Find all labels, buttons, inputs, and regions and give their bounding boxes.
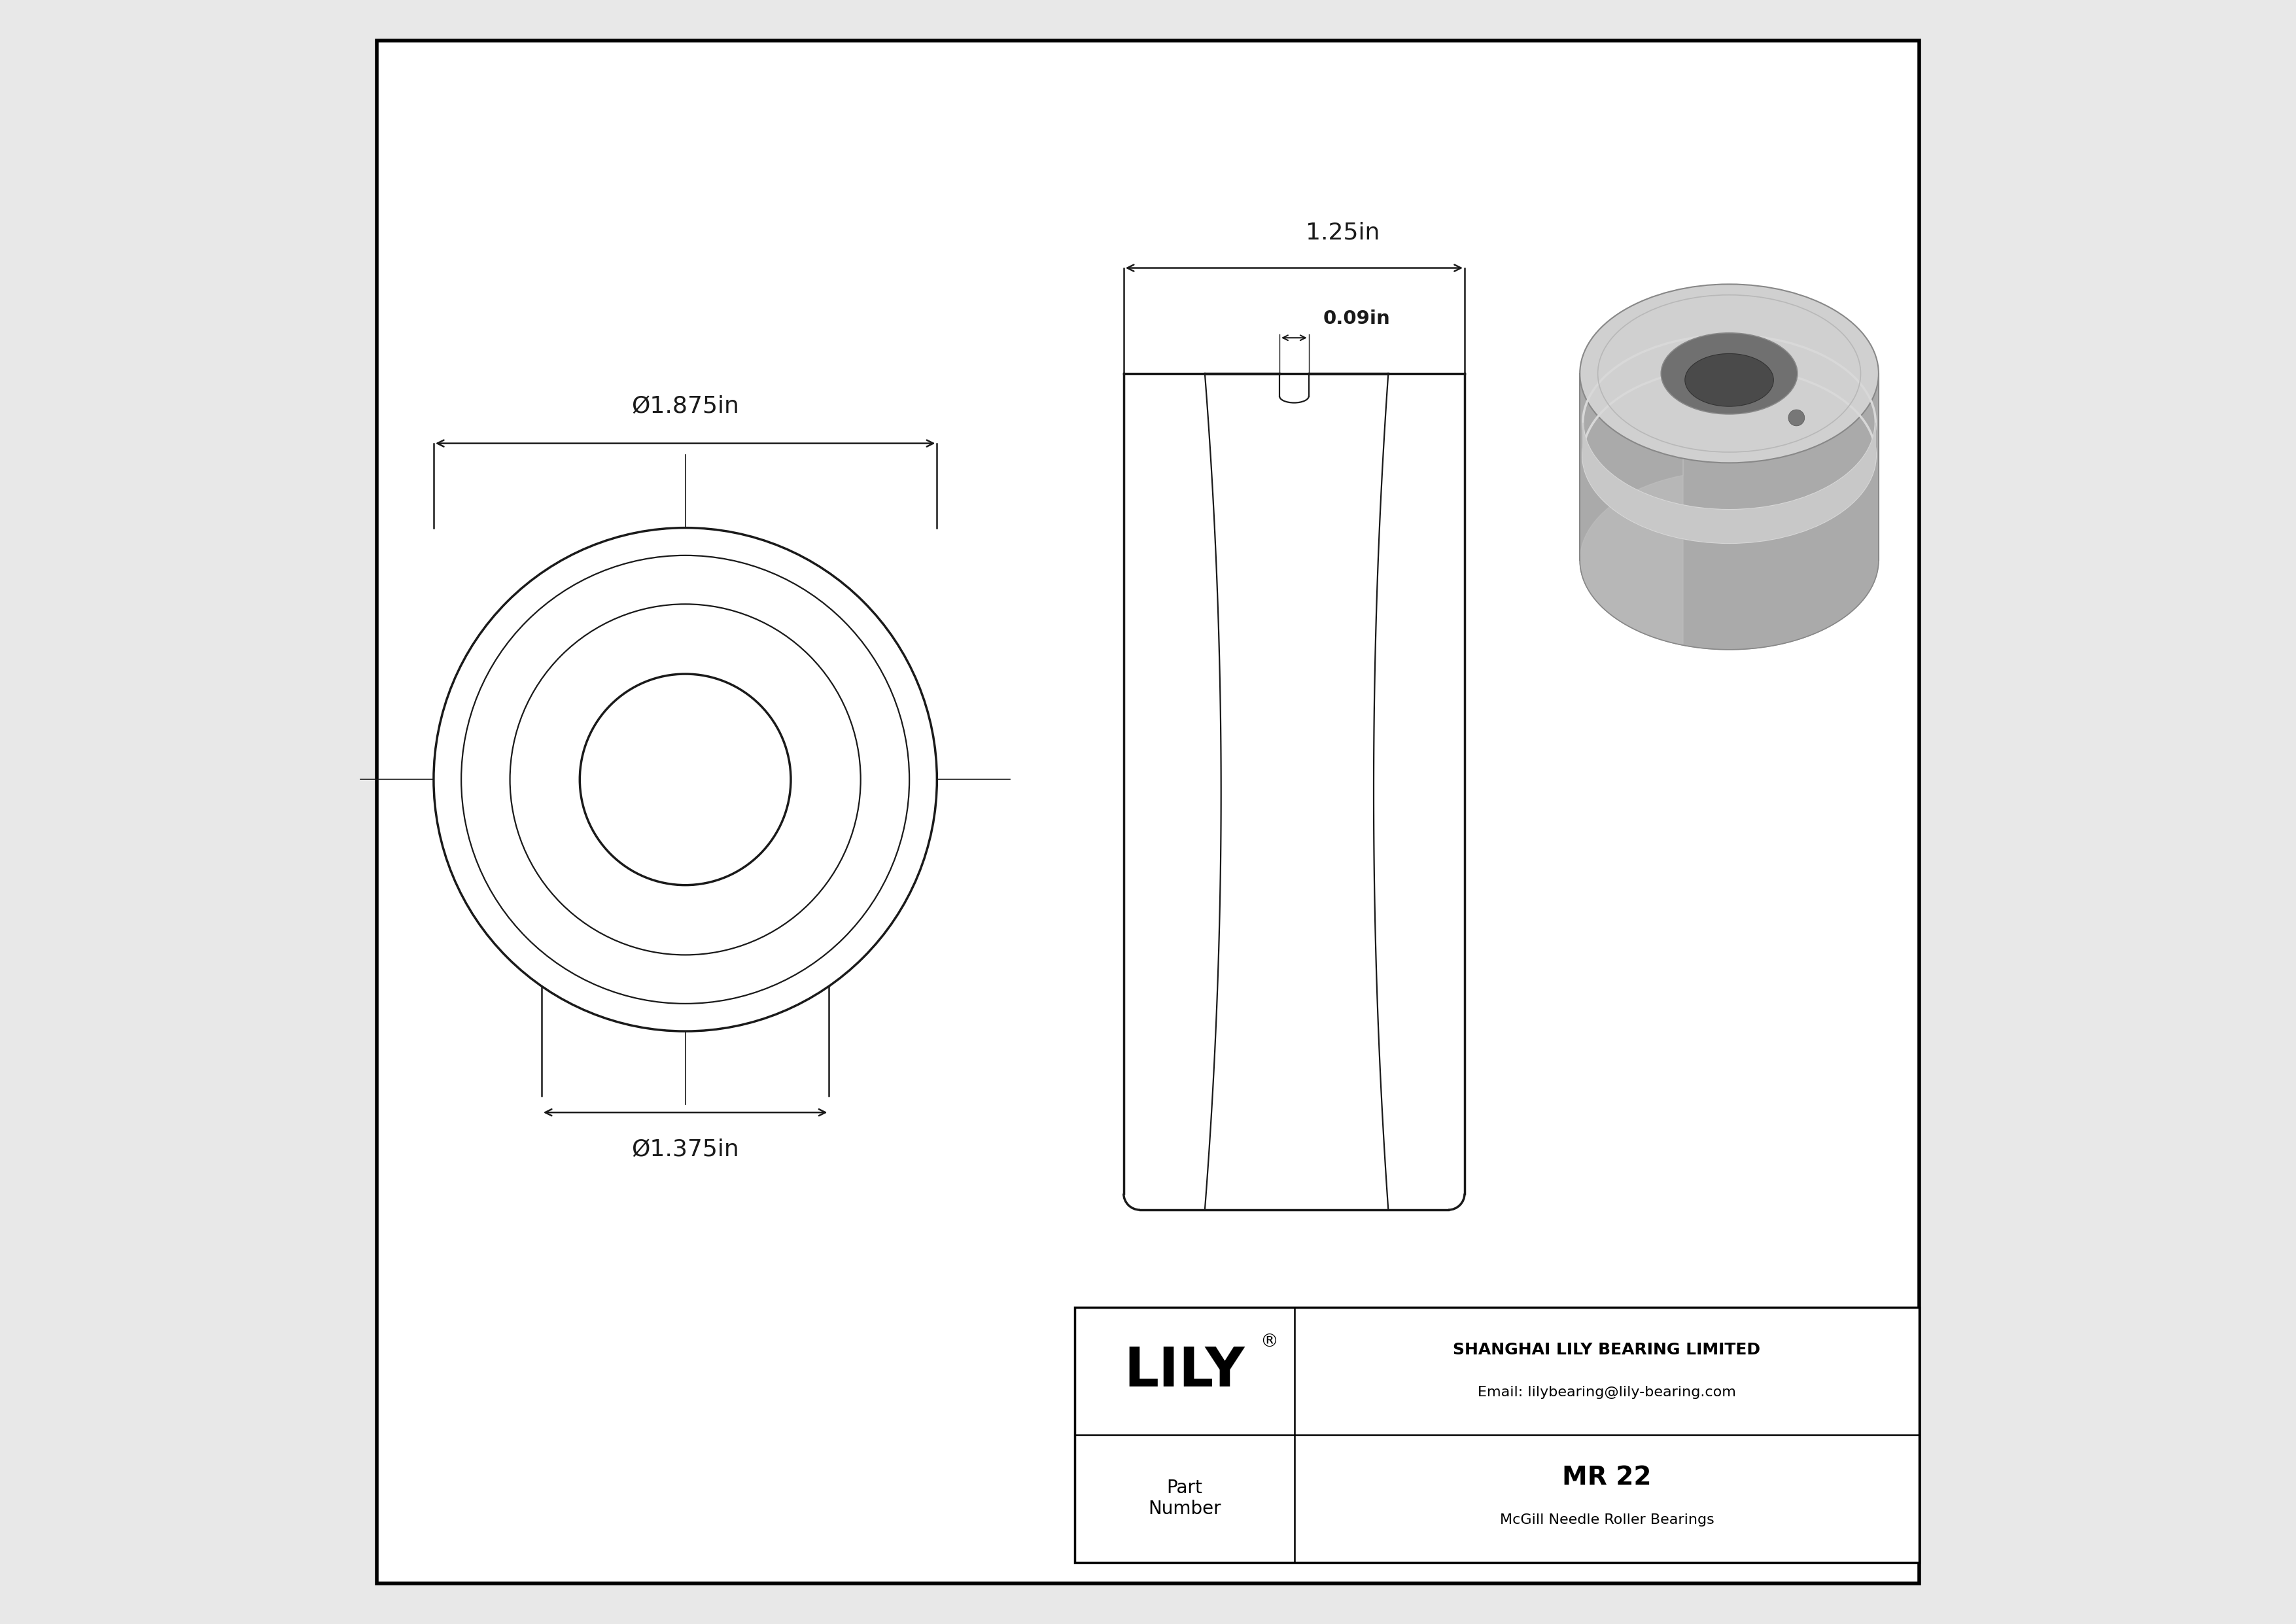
Text: Email: lilybearing@lily-bearing.com: Email: lilybearing@lily-bearing.com — [1479, 1385, 1736, 1398]
Text: LILY: LILY — [1125, 1345, 1244, 1398]
Text: MR 22: MR 22 — [1561, 1465, 1651, 1489]
Circle shape — [1789, 409, 1805, 425]
Text: Ø1.375in: Ø1.375in — [631, 1138, 739, 1161]
FancyBboxPatch shape — [377, 41, 1919, 1583]
Text: Part
Number: Part Number — [1148, 1479, 1221, 1518]
Text: SHANGHAI LILY BEARING LIMITED: SHANGHAI LILY BEARING LIMITED — [1453, 1341, 1761, 1358]
Polygon shape — [1580, 289, 1683, 645]
Bar — [1075, 1307, 1919, 1562]
Polygon shape — [1580, 374, 1878, 650]
Ellipse shape — [1685, 354, 1773, 406]
Bar — [1075, 1307, 1919, 1562]
Circle shape — [461, 555, 909, 1004]
Circle shape — [510, 604, 861, 955]
Circle shape — [581, 674, 790, 885]
Text: 1.25in: 1.25in — [1306, 221, 1380, 244]
Text: ®: ® — [1261, 1333, 1279, 1351]
Ellipse shape — [1660, 333, 1798, 414]
Text: 0.09in: 0.09in — [1322, 310, 1391, 328]
Text: McGill Needle Roller Bearings: McGill Needle Roller Bearings — [1499, 1514, 1715, 1527]
Polygon shape — [1582, 422, 1876, 542]
Text: Ø1.875in: Ø1.875in — [631, 395, 739, 417]
Ellipse shape — [1580, 284, 1878, 463]
Circle shape — [434, 528, 937, 1031]
